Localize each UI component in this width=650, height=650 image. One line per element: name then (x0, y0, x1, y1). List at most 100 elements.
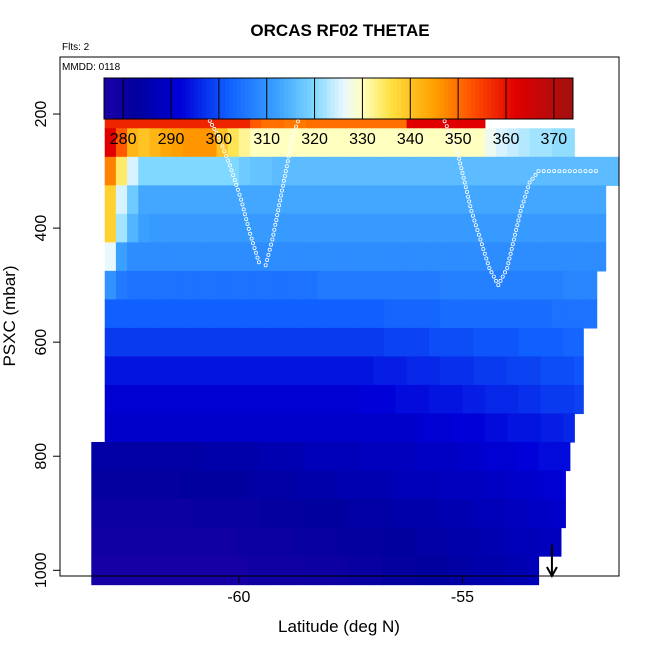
heatmap-cell (484, 185, 497, 215)
heatmap-cell (373, 327, 385, 358)
track-point (508, 251, 513, 256)
heatmap-cell (518, 213, 531, 243)
heatmap-cell (415, 470, 428, 500)
heatmap-cell (370, 499, 383, 529)
heatmap-cell (214, 499, 227, 529)
heatmap-cell (563, 299, 575, 329)
heatmap-cell (314, 527, 327, 557)
heatmap-cell (138, 413, 151, 443)
heatmap-cell (250, 384, 262, 415)
heatmap-cell (250, 185, 262, 215)
heatmap-cell (417, 270, 430, 300)
heatmap-cell (191, 527, 204, 557)
heatmap-cell (339, 213, 352, 243)
heatmap-cell (496, 185, 508, 215)
track-point (476, 232, 481, 237)
heatmap-cell (507, 213, 519, 243)
heatmap-cell (585, 156, 598, 186)
heatmap-cell (395, 356, 408, 386)
heatmap-cell (136, 441, 148, 472)
heatmap-cell (191, 556, 204, 586)
heatmap-cell (574, 356, 584, 386)
track-point (530, 176, 535, 181)
heatmap-cell (194, 128, 206, 158)
heatmap-cell (115, 356, 128, 386)
heatmap-cell (538, 527, 551, 557)
heatmap-cell (384, 413, 396, 443)
heatmap-cell (437, 499, 450, 529)
heatmap-cell (527, 527, 540, 557)
colorbar-segment (182, 78, 187, 119)
heatmap-cell (127, 270, 139, 300)
heatmap-cell (406, 413, 419, 443)
colorbar-segment (272, 78, 277, 119)
heatmap-cell (238, 327, 251, 358)
heatmap-cell (216, 270, 229, 300)
heatmap-cell (596, 213, 607, 243)
heatmap-cell (551, 413, 564, 443)
heatmap-cell (238, 185, 251, 215)
heatmap-cell (225, 441, 238, 472)
colorbar-segment (318, 78, 324, 119)
heatmap-cell (563, 356, 575, 386)
heatmap-cell (462, 356, 475, 386)
heatmap-cell (496, 356, 508, 386)
heatmap-cell (194, 356, 206, 386)
heatmap-cell (381, 441, 394, 472)
heatmap-cell (516, 470, 528, 500)
colorbar-segment (479, 78, 484, 119)
heatmap-cell (361, 356, 374, 386)
track-point (536, 169, 541, 174)
colorbar-segment (154, 78, 160, 119)
heatmap-cell (451, 128, 464, 158)
heatmap-cell (227, 128, 240, 158)
heatmap-cell (339, 356, 352, 386)
heatmap-cell (373, 413, 385, 443)
heatmap-cell (203, 470, 215, 500)
heatmap-cell (596, 185, 607, 215)
track-point (286, 154, 291, 159)
track-point (248, 231, 253, 236)
track-point (263, 263, 268, 268)
colorbar-segment (186, 78, 191, 119)
track-point (509, 246, 514, 251)
heatmap-cell (169, 470, 182, 500)
heatmap-cell (104, 327, 117, 358)
heatmap-cell (272, 242, 285, 272)
heatmap-cell (540, 213, 553, 243)
heatmap-cell (381, 499, 394, 529)
colorbar-tick-label: 300 (206, 131, 233, 148)
heatmap-cell (440, 327, 452, 358)
heatmap-cell (261, 413, 274, 443)
chart-title: ORCAS RF02 THETAE (250, 21, 429, 40)
heatmap-cell (496, 413, 508, 443)
heatmap-cell (563, 327, 575, 358)
heatmap-cell (115, 299, 128, 329)
heatmap-cell (504, 499, 517, 529)
heatmap-cell (395, 242, 408, 272)
heatmap-cell (261, 242, 274, 272)
heatmap-cell (182, 413, 195, 443)
heatmap-cell (373, 128, 385, 158)
heatmap-cell (227, 356, 240, 386)
heatmap-cell (428, 356, 441, 386)
heatmap-cell (361, 185, 374, 215)
heatmap-cell (238, 413, 251, 443)
heatmap-cell (361, 413, 374, 443)
heatmap-cell (440, 185, 452, 215)
track-point (583, 169, 588, 174)
heatmap-cell (294, 185, 307, 215)
colorbar-segment (111, 78, 117, 119)
heatmap-cell (216, 156, 229, 186)
colorbar-segment (123, 78, 128, 119)
heatmap-cell (314, 499, 327, 529)
heatmap-cell (540, 299, 553, 329)
heatmap-cell (428, 270, 441, 300)
heatmap-cell (227, 156, 240, 186)
heatmap-cell (216, 413, 229, 443)
track-point (498, 278, 503, 283)
heatmap-cell (113, 470, 126, 500)
heatmap-cell (272, 270, 285, 300)
heatmap-cell (294, 270, 307, 300)
heatmap-cell (462, 327, 475, 358)
